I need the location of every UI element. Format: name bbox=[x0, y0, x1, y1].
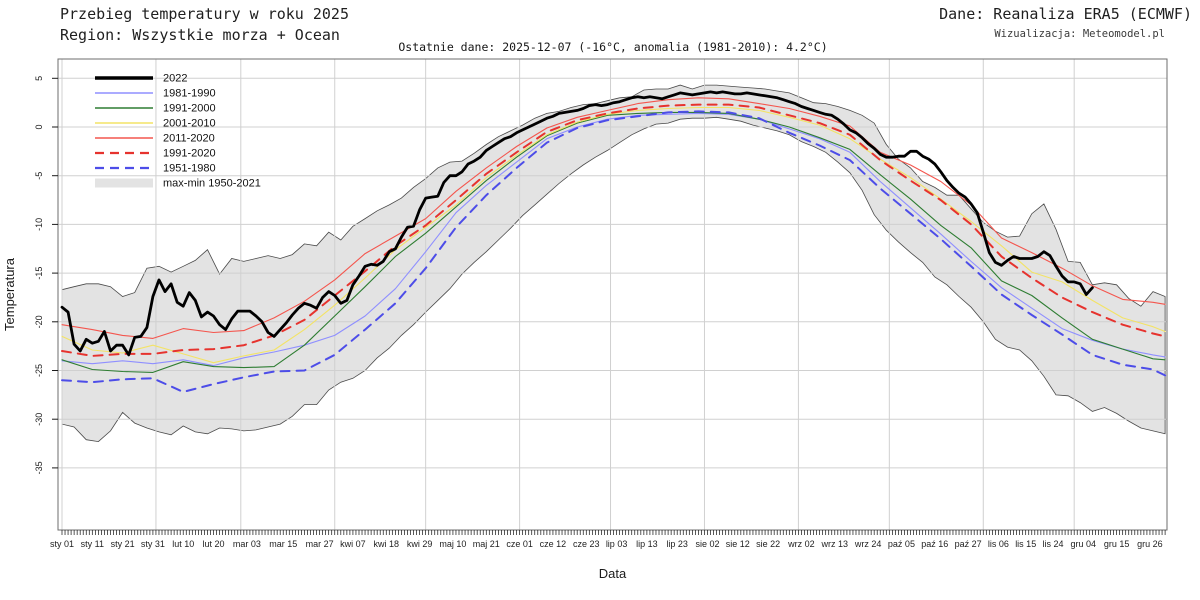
chart-subtitle: Region: Wszystkie morza + Ocean bbox=[60, 26, 340, 44]
x-tick-label: lis 06 bbox=[988, 539, 1009, 549]
x-tick-label: paź 16 bbox=[921, 539, 948, 549]
series-line-1991-2000 bbox=[61, 111, 1166, 373]
legend-item: max-min 1950-2021 bbox=[95, 178, 261, 190]
last-data-annotation: Ostatnie dane: 2025-12-07 (-16°C, anomal… bbox=[398, 40, 828, 54]
x-tick-label: wrz 24 bbox=[854, 539, 882, 549]
x-tick-label: kwi 29 bbox=[407, 539, 433, 549]
y-tick-label: 0 bbox=[34, 124, 44, 129]
x-tick-label: lip 03 bbox=[606, 539, 628, 549]
y-tick-label: -35 bbox=[34, 461, 44, 474]
x-tick-label: sty 11 bbox=[81, 539, 104, 549]
legend-item: 1951-1980 bbox=[95, 163, 216, 175]
legend-label: 1981-1990 bbox=[163, 88, 216, 100]
legend-item: 2011-2020 bbox=[95, 133, 215, 145]
x-tick-label: lip 23 bbox=[666, 539, 688, 549]
x-tick-label: wrz 13 bbox=[821, 539, 849, 549]
x-tick-label: sie 12 bbox=[726, 539, 750, 549]
x-tick-label: mar 03 bbox=[233, 539, 261, 549]
y-tick-label: 5 bbox=[34, 76, 44, 81]
legend-label: 2001-2010 bbox=[163, 118, 216, 130]
x-tick-label: sie 22 bbox=[756, 539, 780, 549]
legend-label: max-min 1950-2021 bbox=[163, 178, 261, 190]
y-tick-label: -25 bbox=[34, 364, 44, 377]
x-tick-label: lis 24 bbox=[1042, 539, 1063, 549]
x-tick-label: mar 15 bbox=[269, 539, 297, 549]
legend-item: 1991-2000 bbox=[95, 103, 216, 115]
series-line-2001-2010 bbox=[61, 106, 1166, 364]
data-source-label: Dane: Reanaliza ERA5 (ECMWF) bbox=[939, 5, 1192, 23]
chart-title: Przebieg temperatury w roku 2025 bbox=[60, 5, 349, 23]
legend-item: 2001-2010 bbox=[95, 118, 216, 130]
legend-label: 1991-2020 bbox=[163, 148, 216, 160]
legend-label: 1991-2000 bbox=[163, 103, 216, 115]
x-tick-label: kwi 18 bbox=[374, 539, 400, 549]
y-tick-label: -5 bbox=[34, 172, 44, 180]
x-tick-label: lut 20 bbox=[203, 539, 225, 549]
legend-label: 2011-2020 bbox=[163, 133, 215, 145]
x-tick-label: gru 04 bbox=[1071, 539, 1097, 549]
title-block: Przebieg temperatury w roku 2025 Region:… bbox=[60, 4, 349, 46]
x-tick-label: sty 21 bbox=[111, 539, 135, 549]
x-tick-label: lis 15 bbox=[1015, 539, 1036, 549]
series-line-2011-2020 bbox=[61, 97, 1166, 339]
series-line-1951-1980 bbox=[61, 110, 1167, 393]
y-tick-label: -15 bbox=[34, 267, 44, 280]
plot-border bbox=[57, 58, 1168, 531]
x-tick-label: maj 21 bbox=[473, 539, 500, 549]
x-tick-label: cze 23 bbox=[573, 539, 600, 549]
x-tick-label: sie 02 bbox=[695, 539, 719, 549]
x-tick-label: cze 01 bbox=[506, 539, 533, 549]
series-line-2022 bbox=[60, 90, 1094, 357]
legend-item: 1991-2020 bbox=[95, 148, 216, 160]
x-tick-label: kwi 07 bbox=[340, 539, 366, 549]
x-tick-label: cze 12 bbox=[540, 539, 567, 549]
legend-label: 1951-1980 bbox=[163, 163, 216, 175]
y-tick-label: -20 bbox=[34, 315, 44, 328]
x-tick-label: gru 15 bbox=[1104, 539, 1130, 549]
x-tick-label: sty 31 bbox=[141, 539, 165, 549]
legend-label: 2022 bbox=[163, 73, 187, 85]
x-tick-label: maj 10 bbox=[439, 539, 466, 549]
x-tick-label: sty 01 bbox=[50, 539, 74, 549]
x-tick-label: wrz 02 bbox=[787, 539, 815, 549]
x-tick-label: mar 27 bbox=[306, 539, 334, 549]
y-tick-label: -10 bbox=[34, 218, 44, 231]
x-tick-label: lip 13 bbox=[636, 539, 658, 549]
x-tick-label: paź 05 bbox=[888, 539, 915, 549]
legend-swatch-band bbox=[95, 178, 153, 188]
legend-item: 2022 bbox=[95, 73, 187, 85]
visualization-credit-label: Wizualizacja: Meteomodel.pl bbox=[994, 28, 1165, 40]
x-tick-label: lut 10 bbox=[172, 539, 194, 549]
x-tick-label: paź 27 bbox=[955, 539, 982, 549]
x-tick-label: gru 26 bbox=[1137, 539, 1163, 549]
y-axis-title: Temperatura bbox=[2, 257, 17, 331]
x-axis-title: Data bbox=[599, 566, 627, 581]
y-tick-label: -30 bbox=[34, 413, 44, 426]
legend-item: 1981-1990 bbox=[95, 88, 216, 100]
